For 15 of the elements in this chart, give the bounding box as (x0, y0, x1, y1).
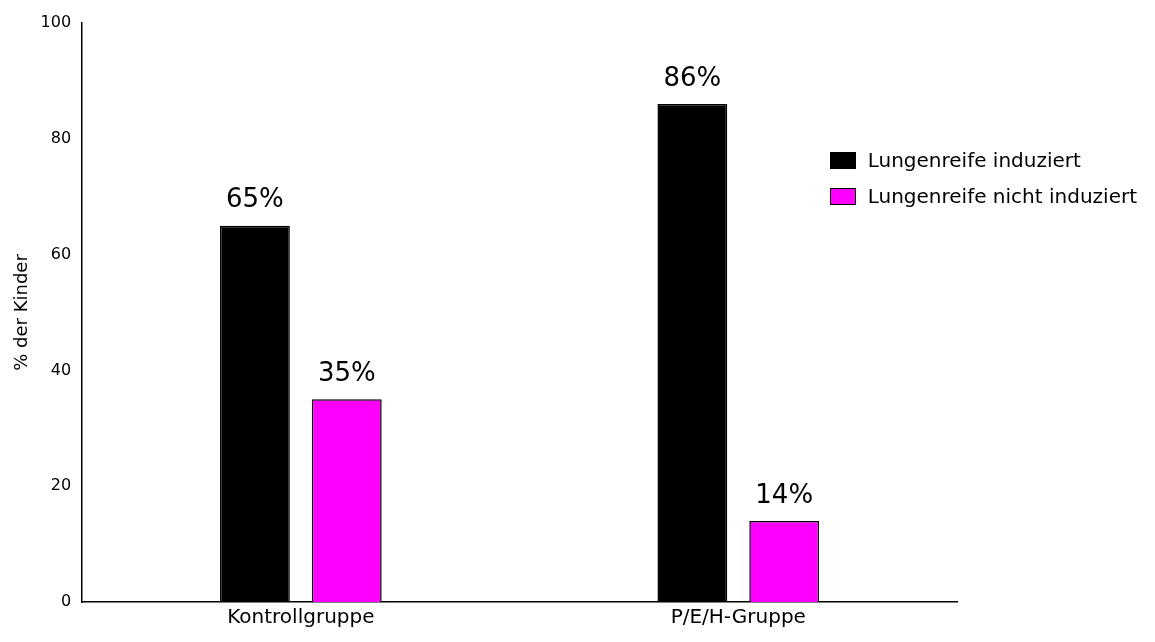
data-label: 86% (663, 61, 722, 92)
y-tick-label: 40 (50, 359, 72, 379)
x-tick-label: Kontrollgruppe (227, 604, 375, 629)
y-tick-label: 100 (40, 12, 72, 32)
legend-label: Lungenreife nicht induziert (867, 184, 1137, 208)
y-axis-title: % der Kinder (10, 253, 32, 371)
data-label: 65% (226, 183, 284, 214)
legend-label: Lungenreife induziert (867, 148, 1081, 172)
data-label: 14% (755, 478, 814, 509)
data-label: 35% (317, 357, 376, 388)
y-tick-label: 80 (50, 127, 72, 147)
y-tick-label: 60 (50, 243, 72, 263)
y-tick-label: 0 (60, 591, 72, 611)
x-tick-label: P/E/H-Gruppe (670, 604, 806, 629)
y-tick-label: 20 (50, 475, 72, 495)
